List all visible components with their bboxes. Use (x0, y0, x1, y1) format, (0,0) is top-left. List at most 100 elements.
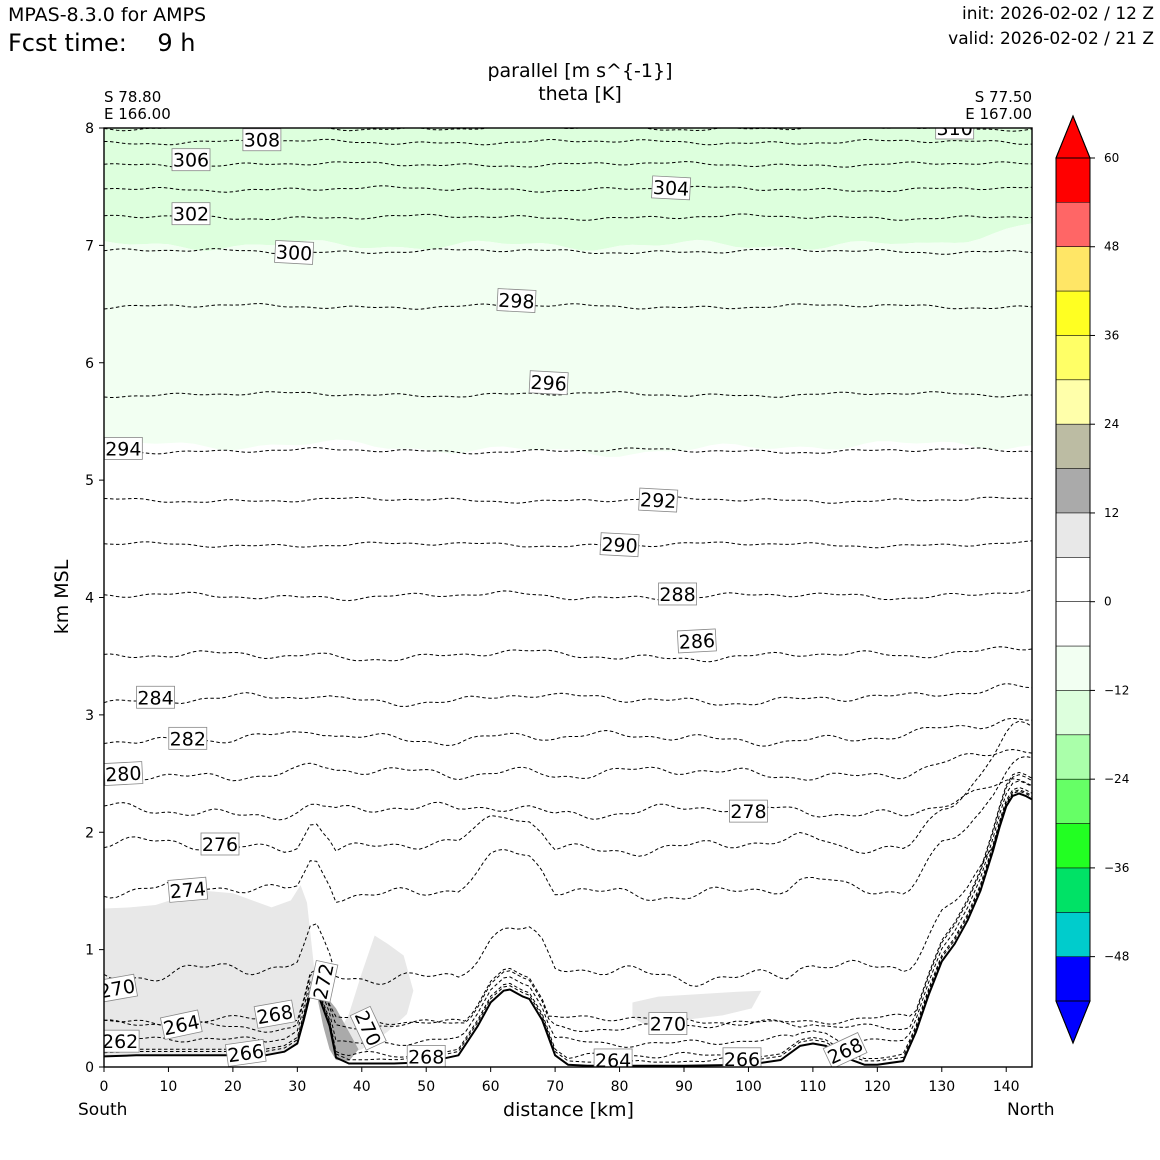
contour-label-box (638, 487, 679, 513)
contour-label-box (242, 128, 282, 152)
contour-label: 284 (136, 685, 175, 709)
contour-label: 308 (242, 128, 282, 152)
contour-label: 274 (167, 876, 209, 903)
contour-label: 276 (200, 832, 240, 856)
contour-label-text: 276 (202, 834, 238, 856)
x-tick-label: 130 (928, 1079, 955, 1095)
colorbar-outline (1055, 114, 1091, 1045)
contour-label: 264 (593, 1048, 633, 1067)
contour-label: 306 (171, 148, 211, 172)
y-tick-label: 5 (85, 473, 94, 489)
contour-label-text: 308 (244, 130, 280, 152)
x-tick-label: 20 (224, 1079, 242, 1095)
contour-label-text: 262 (102, 1031, 138, 1053)
colorbar-tick-label: 60 (1104, 151, 1119, 165)
contour-label-box (676, 628, 717, 654)
contour-label-box (200, 832, 240, 856)
contour-label-text: 288 (659, 584, 695, 606)
contour-label-text: 280 (105, 763, 142, 787)
contour-label-box (658, 582, 697, 606)
contour-label: 264 (159, 1009, 203, 1040)
contour-label: 262 (102, 1029, 140, 1053)
colorbar-segment (1056, 823, 1090, 868)
theta-contour (104, 247, 1032, 255)
colorbar-segment (1056, 912, 1090, 957)
contour-label-box (307, 959, 339, 1003)
colorbar-tick-label: −36 (1104, 861, 1129, 875)
contour-label: 298 (496, 288, 537, 313)
colorbar-extend-min (1055, 1000, 1091, 1045)
x-tick-label: 70 (546, 1079, 564, 1095)
colorbar-tick-label: −12 (1104, 683, 1129, 697)
theta-contour (104, 786, 1032, 1060)
colorbar-segment (1056, 601, 1090, 647)
colorbar-segment (1056, 512, 1090, 558)
contour-label: 266 (224, 1038, 267, 1067)
theta-contour (104, 540, 1032, 549)
contour-label: 304 (651, 175, 692, 201)
x-tick-label: 90 (675, 1079, 693, 1095)
contour-label-box (167, 876, 209, 903)
contour-label-text: 296 (530, 372, 567, 396)
contour-label-box (274, 240, 315, 265)
contour-label-box (406, 1045, 446, 1067)
start-latitude: S 78.80 (104, 88, 162, 106)
north-label: North (1007, 1100, 1055, 1120)
colorbar-tick-label: 0 (1104, 595, 1112, 609)
contour-label-box (935, 128, 975, 140)
contour-label-text: 270 (650, 1014, 686, 1036)
theta-contour (104, 789, 1032, 1063)
contour-label-text: 300 (275, 241, 312, 265)
contour-label-text: 304 (652, 177, 689, 201)
colorbar-extend-max (1055, 114, 1091, 159)
contour-label: 268 (406, 1045, 446, 1068)
contour-label-text: 284 (137, 687, 173, 709)
contour-label-text: 306 (173, 150, 209, 172)
contour-label-text: 266 (226, 1040, 265, 1067)
wind-shading-band (104, 223, 1032, 457)
x-tick-label: 80 (611, 1079, 629, 1095)
contour-label: 300 (274, 240, 315, 265)
contour-label-box (104, 973, 138, 1003)
contour-label-box (159, 1009, 203, 1040)
theta-contour (104, 790, 1032, 987)
contour-label-box (104, 1029, 140, 1053)
x-tick-label: 40 (353, 1079, 371, 1095)
theta-contour (104, 774, 1032, 1033)
terrain-line (104, 792, 1032, 1067)
colorbar-segment (1056, 335, 1090, 380)
colorbar-segment (1056, 246, 1090, 292)
theta-contour (104, 720, 1032, 857)
colorbar-segment (1056, 557, 1090, 602)
theta-contour (104, 589, 1032, 602)
contour-label-text: 268 (408, 1046, 444, 1068)
start-longitude: E 166.00 (104, 105, 171, 123)
colorbar-segment (1056, 779, 1090, 824)
colorbar-segment (1056, 291, 1090, 336)
contour-label-box (822, 1032, 868, 1067)
colorbar-segment (1056, 202, 1090, 247)
colorbar-tick-label: −48 (1104, 950, 1129, 964)
forecast-time: Fcst time: 9 h (8, 29, 195, 57)
contour-label-text: 282 (170, 728, 206, 750)
y-tick-label: 0 (85, 1060, 94, 1076)
contour-label: 296 (528, 370, 569, 396)
colorbar-tick-label: 48 (1104, 240, 1119, 254)
contour-label: 310 (935, 128, 975, 140)
x-tick-label: 120 (864, 1079, 891, 1095)
y-tick-label: 1 (85, 943, 94, 959)
colorbar-tick-label: −24 (1104, 772, 1129, 786)
contour-label: 286 (676, 628, 717, 654)
y-tick-label: 6 (85, 356, 94, 372)
contour-label-text: 290 (601, 534, 638, 558)
colorbar-segment (1056, 956, 1090, 1001)
colorbar-segment (1056, 867, 1090, 913)
contour-label-box (651, 175, 692, 201)
x-tick-label: 140 (993, 1079, 1020, 1095)
x-tick-label: 100 (735, 1079, 762, 1095)
contour-label-box (722, 1047, 762, 1067)
theta-contour (104, 717, 1032, 747)
colorbar-segment (1056, 734, 1090, 780)
colorbar-tick-label: 36 (1104, 328, 1119, 342)
